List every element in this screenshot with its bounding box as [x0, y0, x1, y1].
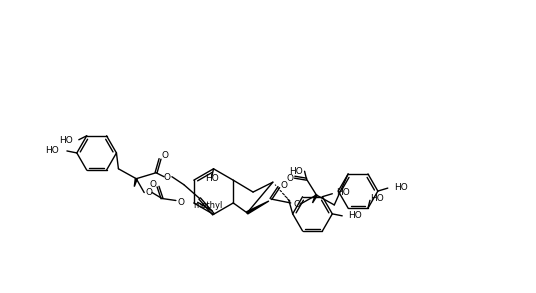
Polygon shape: [312, 195, 317, 203]
Text: methyl: methyl: [193, 201, 223, 210]
Text: HO: HO: [370, 194, 384, 203]
Text: O: O: [146, 188, 153, 197]
Text: O: O: [161, 151, 168, 160]
Text: HO: HO: [336, 188, 350, 197]
Text: O: O: [150, 180, 157, 189]
Text: O: O: [177, 198, 184, 207]
Text: HO: HO: [59, 136, 73, 145]
Text: HO: HO: [348, 211, 362, 220]
Text: HO: HO: [205, 174, 218, 183]
Text: HO: HO: [394, 183, 407, 192]
Text: O: O: [280, 180, 287, 190]
Text: HO: HO: [289, 167, 303, 176]
Text: O: O: [286, 174, 293, 183]
Polygon shape: [135, 178, 137, 187]
Text: HO: HO: [45, 146, 59, 156]
Polygon shape: [247, 201, 269, 214]
Text: O: O: [293, 200, 300, 209]
Text: O: O: [163, 173, 170, 182]
